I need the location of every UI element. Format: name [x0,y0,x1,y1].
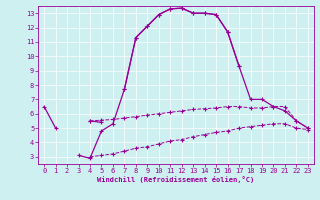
X-axis label: Windchill (Refroidissement éolien,°C): Windchill (Refroidissement éolien,°C) [97,176,255,183]
